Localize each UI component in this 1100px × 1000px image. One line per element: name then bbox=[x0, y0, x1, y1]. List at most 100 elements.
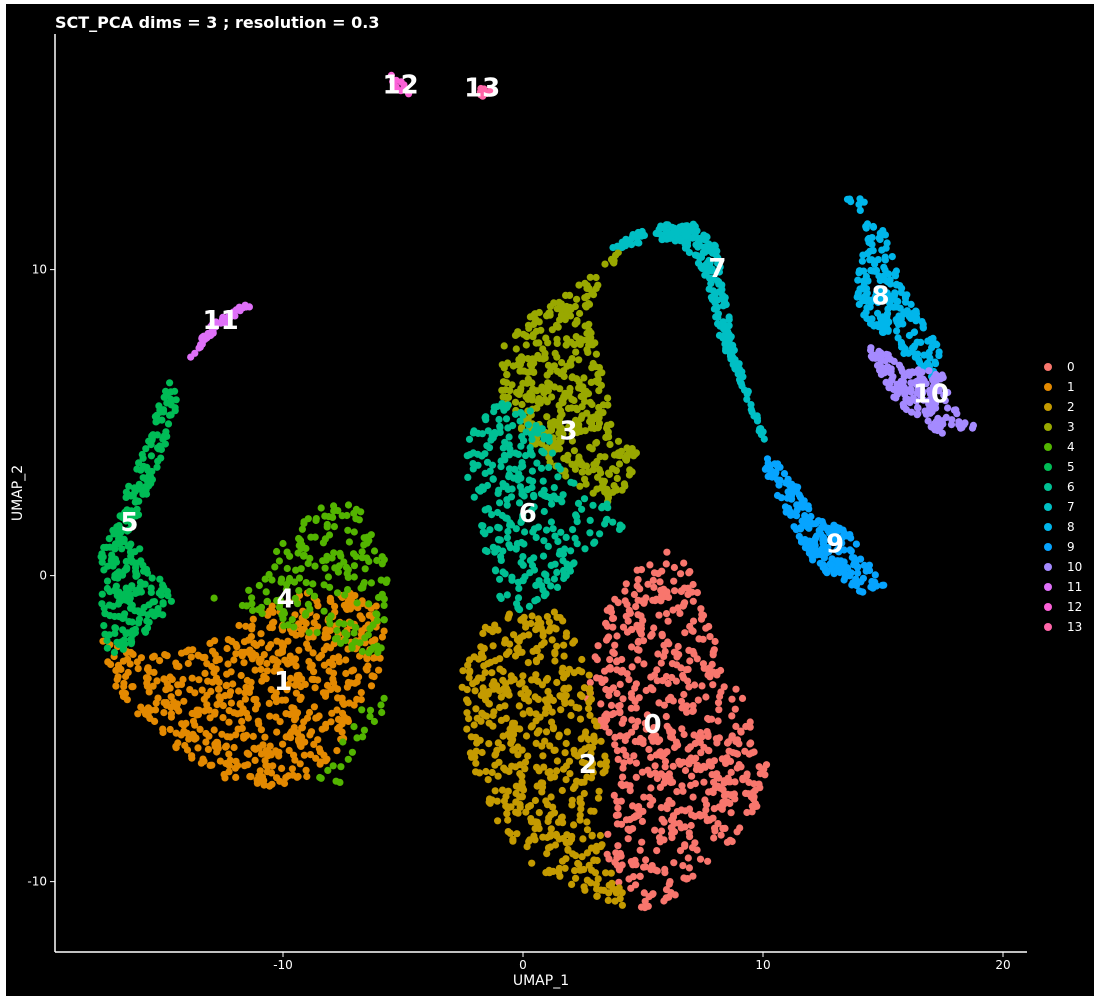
cell-point bbox=[509, 730, 517, 738]
cell-point bbox=[663, 805, 671, 813]
cell-point bbox=[263, 667, 271, 675]
cell-point bbox=[128, 557, 136, 565]
cell-point bbox=[505, 451, 514, 459]
cell-point bbox=[292, 689, 300, 697]
cell-point bbox=[729, 361, 737, 369]
legend-swatch bbox=[1044, 623, 1052, 631]
cell-point bbox=[585, 671, 593, 679]
cell-point bbox=[547, 825, 555, 833]
cell-point bbox=[706, 633, 714, 641]
cell-point bbox=[699, 248, 707, 256]
cell-point bbox=[714, 699, 723, 707]
cell-point bbox=[586, 529, 594, 537]
cell-point bbox=[553, 583, 562, 592]
cell-point bbox=[584, 348, 592, 356]
cell-point bbox=[276, 667, 284, 675]
cell-point bbox=[310, 740, 318, 749]
cell-point bbox=[348, 644, 356, 652]
cell-point bbox=[109, 526, 117, 535]
cell-point bbox=[641, 863, 650, 871]
cell-point bbox=[300, 552, 308, 560]
cell-point bbox=[550, 484, 558, 492]
cell-point bbox=[725, 313, 733, 321]
cell-point bbox=[856, 206, 864, 214]
cell-point bbox=[869, 223, 878, 231]
cell-point bbox=[524, 659, 532, 667]
cell-point bbox=[152, 699, 160, 707]
cell-point bbox=[466, 451, 474, 459]
cell-point bbox=[649, 576, 657, 585]
cell-point bbox=[498, 786, 507, 794]
cell-point bbox=[282, 710, 290, 718]
cell-point bbox=[218, 730, 226, 738]
cell-point bbox=[818, 518, 826, 526]
cell-point bbox=[213, 748, 221, 756]
cell-point bbox=[311, 684, 319, 692]
cell-point bbox=[573, 295, 581, 303]
cell-point bbox=[680, 730, 688, 739]
cluster-label-10: 10 bbox=[913, 380, 949, 410]
cell-point bbox=[269, 762, 277, 770]
cell-point bbox=[526, 569, 534, 577]
cell-point bbox=[115, 522, 123, 530]
cell-point bbox=[665, 893, 673, 901]
cell-point bbox=[657, 586, 665, 594]
cell-point bbox=[374, 593, 383, 602]
cell-point bbox=[897, 340, 906, 348]
cell-point bbox=[502, 714, 510, 723]
cell-point bbox=[704, 732, 712, 741]
legend-label: 5 bbox=[1067, 460, 1075, 474]
cell-point bbox=[477, 717, 485, 725]
cell-point bbox=[583, 849, 592, 857]
cell-point bbox=[490, 403, 498, 411]
cell-point bbox=[550, 299, 558, 307]
cell-point bbox=[548, 449, 557, 457]
cell-point bbox=[725, 338, 733, 346]
cell-point bbox=[280, 622, 288, 630]
cell-point bbox=[900, 402, 908, 410]
legend-label: 12 bbox=[1067, 600, 1082, 614]
cell-point bbox=[580, 374, 588, 382]
cell-point bbox=[302, 619, 310, 628]
cell-point bbox=[629, 825, 637, 833]
cell-point bbox=[525, 602, 534, 611]
cell-point bbox=[688, 844, 697, 852]
cell-point bbox=[557, 495, 565, 503]
cell-point bbox=[720, 683, 728, 691]
cell-point bbox=[547, 422, 555, 430]
cell-point bbox=[891, 270, 899, 278]
cell-point bbox=[656, 748, 665, 756]
cell-point bbox=[101, 630, 109, 638]
cell-point bbox=[258, 609, 266, 618]
cell-point bbox=[908, 344, 917, 352]
cell-point bbox=[907, 314, 915, 322]
cell-point bbox=[554, 537, 562, 546]
cell-point bbox=[610, 649, 618, 658]
cell-point bbox=[490, 678, 498, 686]
cell-point bbox=[670, 577, 678, 585]
cell-point bbox=[538, 742, 546, 750]
cell-point bbox=[524, 368, 532, 376]
cell-point bbox=[346, 594, 354, 602]
cell-point bbox=[344, 501, 353, 509]
cell-point bbox=[297, 565, 305, 573]
cell-point bbox=[704, 815, 712, 824]
cell-point bbox=[696, 812, 705, 820]
cell-point bbox=[855, 269, 863, 277]
cell-point bbox=[850, 554, 858, 562]
cell-point bbox=[472, 677, 480, 686]
cell-point bbox=[576, 309, 584, 318]
cell-point bbox=[587, 749, 595, 758]
cell-point bbox=[108, 555, 116, 563]
cell-point bbox=[505, 433, 513, 441]
cell-point bbox=[491, 787, 499, 795]
cell-point bbox=[686, 568, 694, 576]
cell-point bbox=[900, 308, 908, 317]
cell-point bbox=[209, 324, 217, 333]
cell-point bbox=[568, 801, 576, 809]
cell-point bbox=[793, 501, 801, 509]
cell-point bbox=[705, 622, 713, 631]
cell-point bbox=[159, 581, 167, 589]
cell-point bbox=[331, 602, 339, 611]
cell-point bbox=[625, 471, 634, 479]
